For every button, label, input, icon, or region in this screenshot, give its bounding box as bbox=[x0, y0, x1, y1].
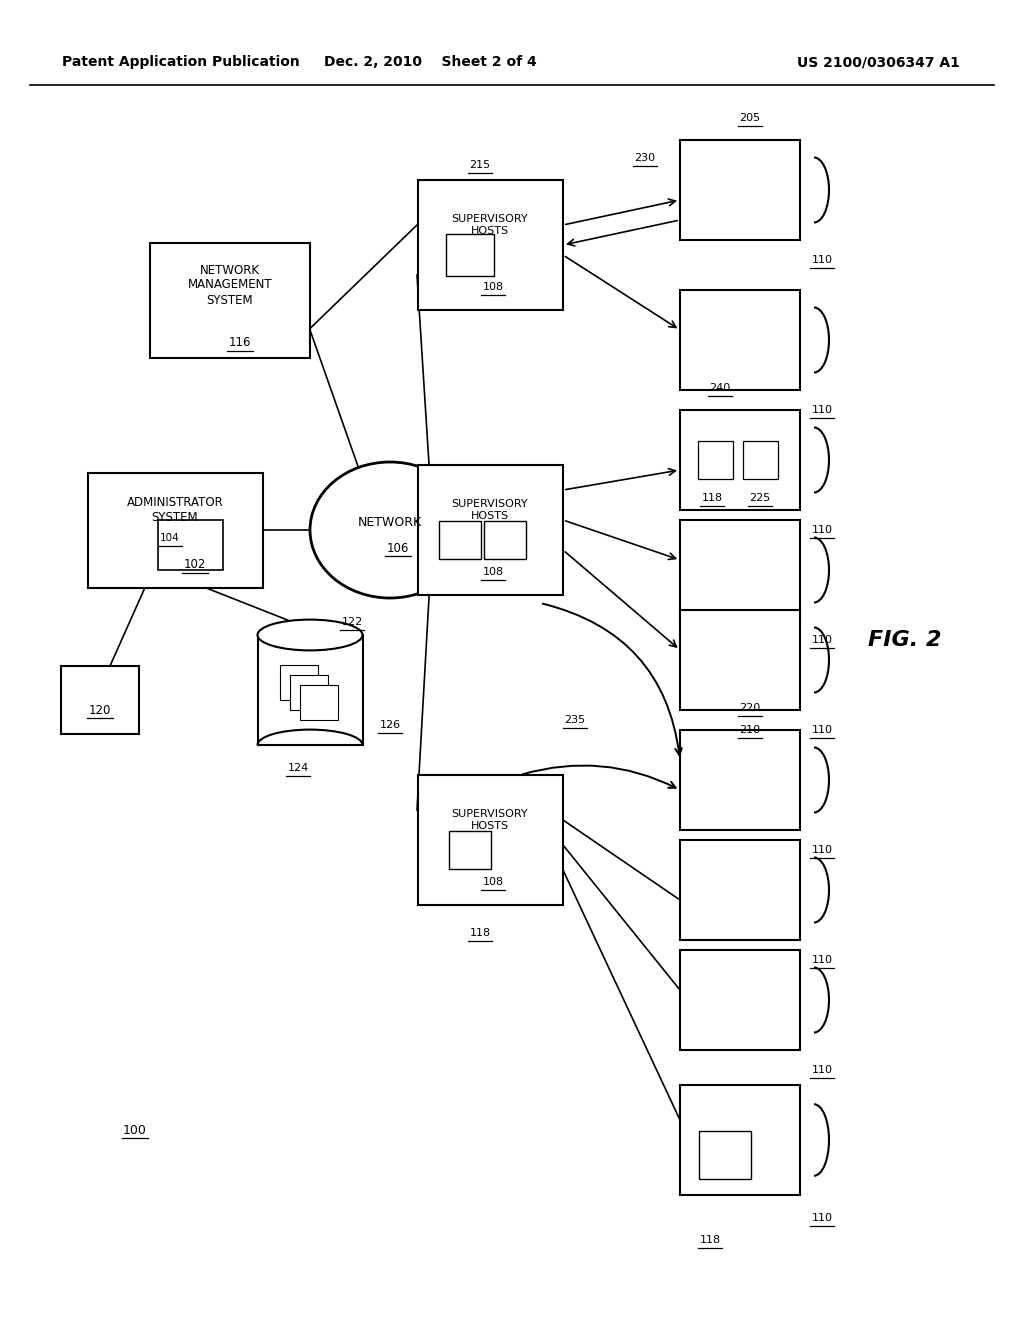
Text: NETWORK: NETWORK bbox=[358, 516, 422, 528]
Bar bbox=[290, 675, 328, 710]
Text: 126: 126 bbox=[380, 719, 400, 730]
Bar bbox=[680, 1085, 800, 1195]
Bar bbox=[257, 635, 362, 744]
Text: SUPERVISORY
HOSTS: SUPERVISORY HOSTS bbox=[452, 214, 528, 236]
Bar bbox=[680, 411, 800, 510]
Text: SUPERVISORY
HOSTS: SUPERVISORY HOSTS bbox=[452, 809, 528, 830]
Text: 120: 120 bbox=[89, 704, 112, 717]
Text: 230: 230 bbox=[635, 153, 655, 162]
Bar bbox=[699, 1131, 751, 1179]
Bar bbox=[680, 610, 800, 710]
Text: 110: 110 bbox=[811, 845, 833, 855]
Text: 225: 225 bbox=[750, 492, 771, 503]
Text: 102: 102 bbox=[184, 558, 206, 572]
Text: 124: 124 bbox=[288, 763, 308, 774]
Text: NETWORK
MANAGEMENT
SYSTEM: NETWORK MANAGEMENT SYSTEM bbox=[187, 264, 272, 306]
Text: 235: 235 bbox=[564, 715, 586, 725]
Bar bbox=[449, 832, 490, 869]
Text: 110: 110 bbox=[811, 954, 833, 965]
Bar bbox=[680, 140, 800, 240]
Text: 110: 110 bbox=[811, 255, 833, 265]
Text: 110: 110 bbox=[811, 725, 833, 735]
Bar bbox=[680, 950, 800, 1049]
Text: FIG. 2: FIG. 2 bbox=[868, 630, 942, 649]
Text: 122: 122 bbox=[341, 616, 362, 627]
Text: 205: 205 bbox=[739, 114, 761, 123]
Text: 118: 118 bbox=[699, 1236, 721, 1245]
Text: 108: 108 bbox=[482, 282, 504, 292]
Text: 116: 116 bbox=[228, 337, 251, 350]
Text: 110: 110 bbox=[811, 525, 833, 535]
Text: US 2100/0306347 A1: US 2100/0306347 A1 bbox=[797, 55, 961, 69]
Ellipse shape bbox=[257, 619, 362, 651]
Text: 108: 108 bbox=[482, 876, 504, 887]
Text: 220: 220 bbox=[739, 704, 761, 713]
Text: 104: 104 bbox=[160, 533, 180, 543]
Bar bbox=[742, 441, 777, 479]
Ellipse shape bbox=[310, 462, 470, 598]
Text: 118: 118 bbox=[701, 492, 723, 503]
Bar bbox=[158, 520, 222, 570]
Bar bbox=[418, 465, 562, 595]
Bar bbox=[418, 775, 562, 906]
Text: 110: 110 bbox=[811, 405, 833, 414]
Bar bbox=[300, 685, 338, 719]
Text: Dec. 2, 2010    Sheet 2 of 4: Dec. 2, 2010 Sheet 2 of 4 bbox=[324, 55, 537, 69]
Text: 110: 110 bbox=[811, 1213, 833, 1224]
Text: 215: 215 bbox=[469, 160, 490, 170]
Text: 108: 108 bbox=[482, 568, 504, 577]
Text: 106: 106 bbox=[387, 541, 410, 554]
Text: 100: 100 bbox=[123, 1123, 146, 1137]
Bar bbox=[418, 180, 562, 310]
Bar bbox=[280, 665, 318, 700]
Bar bbox=[697, 441, 732, 479]
Bar bbox=[680, 520, 800, 620]
Text: SUPERVISORY
HOSTS: SUPERVISORY HOSTS bbox=[452, 499, 528, 521]
Text: Patent Application Publication: Patent Application Publication bbox=[62, 55, 300, 69]
Text: 240: 240 bbox=[710, 383, 731, 393]
Bar bbox=[87, 473, 262, 587]
Bar bbox=[680, 730, 800, 830]
Bar bbox=[680, 840, 800, 940]
Text: 110: 110 bbox=[811, 1065, 833, 1074]
Text: ADMINISTRATOR
SYSTEM: ADMINISTRATOR SYSTEM bbox=[127, 496, 223, 524]
Text: 118: 118 bbox=[469, 928, 490, 939]
Text: 210: 210 bbox=[739, 725, 761, 735]
Bar bbox=[484, 521, 526, 558]
Bar bbox=[61, 667, 139, 734]
Text: 110: 110 bbox=[811, 635, 833, 645]
Bar bbox=[680, 290, 800, 389]
Bar bbox=[150, 243, 310, 358]
Bar bbox=[439, 521, 481, 558]
Bar bbox=[446, 234, 494, 276]
